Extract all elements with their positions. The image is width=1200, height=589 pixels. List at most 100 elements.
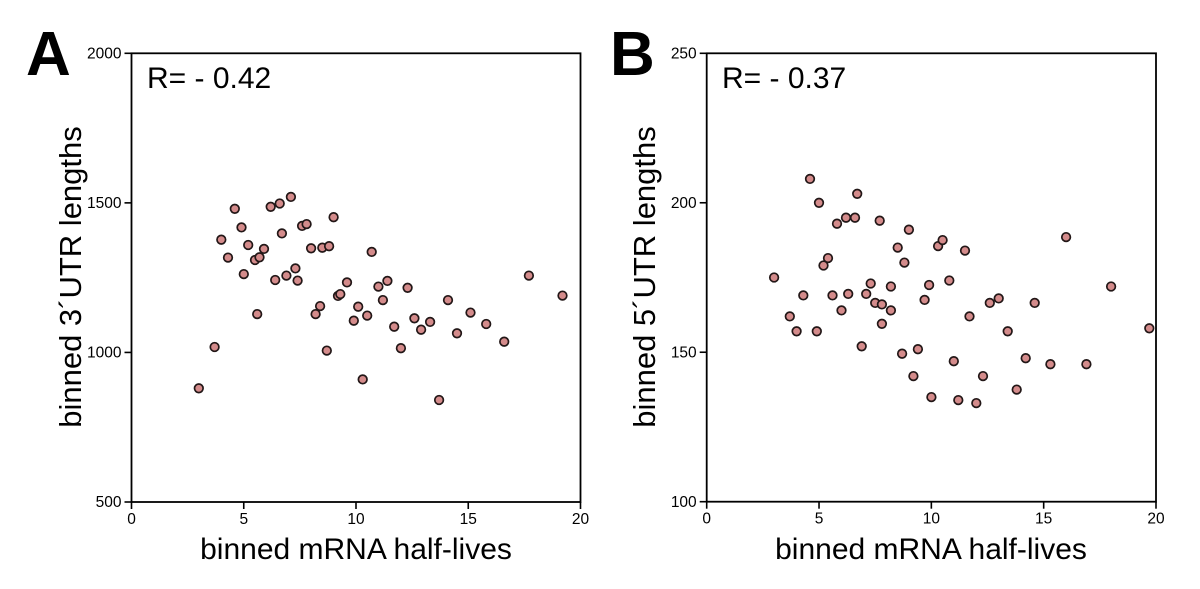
data-point	[310, 308, 321, 320]
data-point	[892, 242, 903, 253]
data-point	[341, 277, 353, 288]
data-point	[827, 290, 838, 301]
data-point	[926, 391, 937, 403]
data-point	[964, 311, 975, 322]
x-tick-label: 20	[572, 511, 590, 528]
data-point	[236, 222, 247, 233]
data-point	[270, 274, 281, 286]
data-point	[305, 243, 317, 254]
data-point	[292, 275, 303, 286]
data-point	[281, 270, 292, 281]
data-point	[523, 270, 535, 281]
data-point	[373, 281, 384, 292]
data-point	[903, 224, 915, 235]
data-point	[836, 305, 847, 316]
y-tick-label: 1500	[87, 195, 122, 212]
y-tick-label: 1000	[87, 345, 122, 362]
data-point	[908, 370, 919, 382]
data-point	[409, 313, 420, 324]
y-tick-label: 200	[671, 195, 697, 212]
data-point	[899, 257, 910, 268]
data-point	[813, 197, 825, 208]
panel-a-y-axis-title: binned 3´UTR lengths	[53, 126, 88, 428]
x-tick-label: 10	[923, 511, 941, 528]
y-tick-label: 500	[96, 494, 122, 511]
data-point	[849, 212, 861, 223]
data-point	[811, 326, 822, 337]
data-point	[323, 241, 335, 252]
data-point	[984, 297, 995, 309]
data-point	[1060, 231, 1072, 243]
data-point	[919, 294, 930, 306]
data-point	[912, 344, 924, 355]
x-tick-label: 0	[702, 511, 711, 528]
panel-b-correlation-label: R= - 0.37	[722, 62, 847, 95]
data-point	[944, 275, 955, 286]
data-point	[1011, 384, 1022, 395]
data-point	[254, 252, 265, 263]
data-point	[348, 315, 359, 326]
x-tick-label: 5	[815, 511, 824, 528]
data-point	[357, 374, 368, 385]
panel-b-letter: B	[610, 20, 655, 89]
data-point	[229, 203, 240, 214]
panel-a-correlation-label: R= - 0.42	[147, 62, 272, 95]
x-tick-label: 10	[347, 511, 365, 528]
data-point	[216, 234, 227, 245]
data-point	[402, 282, 413, 293]
data-point	[301, 218, 312, 230]
data-point	[1045, 359, 1056, 370]
data-point	[874, 215, 885, 226]
data-point	[876, 318, 888, 329]
data-point	[290, 263, 301, 274]
x-tick-label: 15	[460, 511, 477, 528]
data-point	[442, 294, 454, 306]
data-point	[959, 245, 971, 256]
panel-a-x-axis-title: binned mRNA half-lives	[200, 533, 512, 566]
data-point	[840, 212, 852, 223]
data-point	[1105, 281, 1117, 292]
plot-frame	[705, 52, 1157, 503]
data-point	[948, 356, 959, 367]
data-point	[243, 239, 254, 251]
data-point	[856, 341, 867, 352]
data-point	[1020, 353, 1031, 364]
data-point	[861, 288, 872, 300]
data-point	[993, 293, 1004, 304]
x-tick-label: 5	[239, 511, 248, 528]
data-point	[1144, 323, 1155, 334]
data-point	[335, 288, 346, 300]
data-point	[209, 341, 220, 353]
data-point	[222, 252, 234, 263]
data-point	[557, 290, 568, 301]
data-point	[798, 290, 809, 301]
y-tick-label: 2000	[87, 46, 122, 63]
data-point	[465, 307, 476, 318]
data-point	[937, 234, 948, 246]
data-point	[424, 316, 436, 328]
panel-b-x-axis-title: binned mRNA half-lives	[775, 533, 1087, 566]
data-point	[896, 348, 908, 359]
data-point	[274, 198, 285, 209]
data-point	[1002, 326, 1013, 337]
data-point	[818, 260, 829, 271]
panel-a-letter: A	[26, 20, 71, 89]
data-point	[1029, 297, 1040, 309]
data-point	[252, 308, 263, 320]
x-tick-label: 20	[1147, 511, 1165, 528]
data-point	[885, 305, 897, 316]
data-point	[499, 336, 510, 347]
panel-b-y-axis-title: binned 5´UTR lengths	[627, 126, 662, 428]
data-point	[265, 201, 276, 212]
data-point	[804, 173, 816, 185]
data-point	[831, 218, 843, 229]
y-tick-label: 250	[671, 46, 697, 63]
data-point	[953, 394, 964, 406]
data-point	[362, 310, 373, 321]
y-tick-label: 150	[671, 344, 697, 361]
data-point	[822, 252, 834, 264]
data-point	[481, 318, 492, 330]
data-point	[353, 301, 364, 312]
x-tick-label: 0	[127, 511, 136, 528]
data-point	[415, 324, 427, 335]
